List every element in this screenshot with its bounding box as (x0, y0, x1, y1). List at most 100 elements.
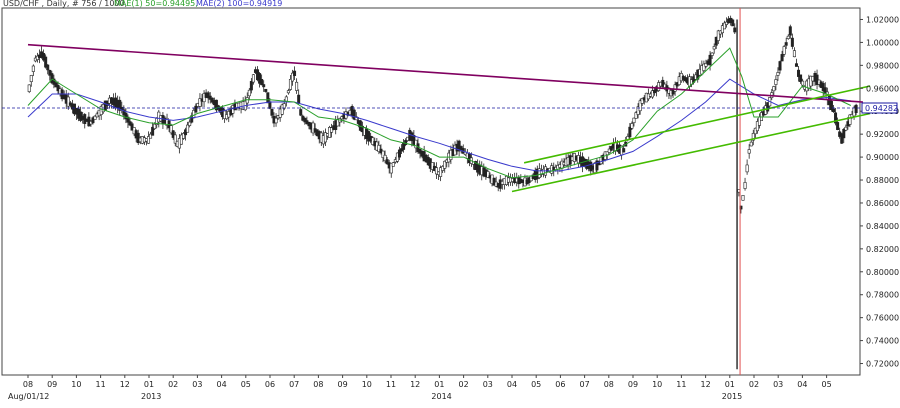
candle-body (56, 84, 60, 92)
candle-body (788, 26, 792, 36)
candle-body (181, 133, 185, 139)
candle-body (404, 140, 408, 145)
y-tick-label: 0.96000 (866, 84, 899, 93)
candle-body (260, 79, 264, 86)
x-tick-label: 08 (23, 380, 33, 389)
candle-body (173, 134, 177, 144)
candle-body (274, 117, 278, 124)
candle-body (702, 63, 706, 71)
y-tick-label: 0.90000 (866, 153, 899, 162)
candle-body (286, 90, 290, 94)
candle-body (443, 160, 447, 169)
candle-body (749, 141, 753, 147)
candle-body (29, 75, 33, 83)
plot-frame (1, 7, 861, 376)
candle-body (595, 160, 599, 171)
x-year-label: 2014 (431, 392, 451, 401)
candle-body (48, 69, 52, 76)
x-tick-label: 12 (120, 380, 130, 389)
x-start-label: Aug/01/12 (8, 392, 49, 401)
candle-body (439, 167, 443, 177)
chart-header-mae2: MAE(2) 100=0.94919 (196, 0, 282, 8)
candle-body (834, 112, 838, 124)
x-tick-label: 08 (313, 380, 323, 389)
candle-body (169, 125, 173, 134)
candle-body (457, 140, 461, 152)
candle-body (385, 159, 389, 165)
y-tick-label: 0.98000 (866, 61, 899, 70)
trendline-channel-lower (511, 112, 871, 193)
candle-body (755, 121, 759, 132)
candle-body (249, 81, 253, 91)
candle-body (628, 126, 632, 138)
candle-body (794, 63, 798, 67)
candle-body (714, 36, 718, 46)
candles-layer (27, 8, 858, 375)
candle-body (381, 150, 385, 158)
x-tick-label: 03 (483, 380, 493, 389)
candle-body (486, 171, 490, 178)
x-tick-label: 09 (628, 380, 638, 389)
candle-body (821, 83, 825, 92)
y-tick-label: 0.92000 (866, 130, 899, 139)
x-tick-label: 09 (338, 380, 348, 389)
candle-body (54, 82, 58, 88)
candle-body (842, 128, 846, 139)
x-year-label: 2013 (141, 392, 161, 401)
candle-body (288, 79, 292, 90)
current-price-box (861, 102, 898, 114)
candle-body (352, 109, 356, 120)
x-tick-label: 05 (241, 380, 251, 389)
candle-body (751, 132, 755, 141)
candle-body (247, 89, 251, 97)
candle-body (303, 118, 307, 123)
candle-body (245, 97, 249, 104)
candle-body (778, 61, 782, 71)
trendline-channel-upper (523, 85, 871, 164)
x-tick-label: 07 (289, 380, 299, 389)
candle-body (792, 50, 796, 58)
candle-body (297, 94, 301, 104)
y-tick-label: 0.84000 (866, 222, 899, 231)
y-tick-label: 0.82000 (866, 245, 899, 254)
candle-body (823, 87, 827, 95)
candle-body (122, 109, 126, 116)
candle-body (389, 162, 393, 174)
candle-body (776, 72, 780, 76)
x-tick-label: 11 (96, 380, 106, 389)
x-tick-label: 10 (652, 380, 662, 389)
candle-body (266, 92, 270, 104)
candle-body (492, 177, 496, 186)
candle-body (743, 182, 747, 189)
candle-body (745, 164, 749, 173)
candle-body (208, 95, 212, 100)
candle-body (118, 99, 122, 111)
x-tick-label: 01 (725, 380, 735, 389)
x-tick-label: 01 (144, 380, 154, 389)
x-tick-label: 08 (604, 380, 614, 389)
candle-body (799, 74, 803, 82)
candle-body (206, 92, 210, 99)
candle-body (848, 114, 852, 125)
candle-body (607, 148, 611, 153)
candle-body (151, 126, 155, 136)
y-tick-label: 0.78000 (866, 291, 899, 300)
x-tick-label: 11 (386, 380, 396, 389)
candle-body (716, 30, 720, 41)
current-price-label: 0.94282 (865, 104, 898, 113)
candle-body (774, 79, 778, 85)
candle-body (311, 122, 315, 134)
candle-body (291, 72, 295, 82)
candle-body (766, 102, 770, 112)
candle-body (790, 37, 794, 47)
candle-body (640, 98, 644, 104)
candle-body (383, 154, 387, 162)
candle-body (52, 78, 56, 85)
candle-body (330, 127, 334, 133)
candle-body (66, 96, 70, 107)
candle-body (661, 79, 665, 87)
candle-body (299, 109, 303, 116)
candle-body (434, 167, 438, 175)
y-tick-label: 1.00000 (866, 38, 899, 47)
